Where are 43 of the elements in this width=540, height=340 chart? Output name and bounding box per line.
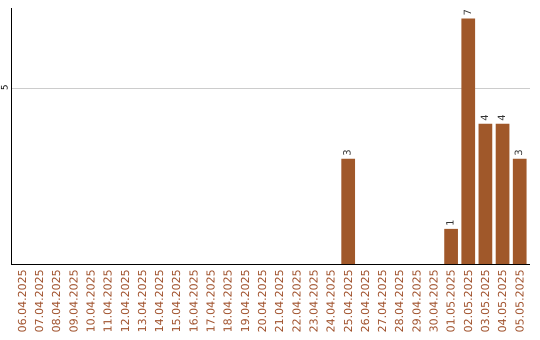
x-tick-label: 15.04.2025 [170,269,184,332]
x-tick-label: 12.04.2025 [118,269,132,332]
x-tick-label: 29.04.2025 [410,269,424,332]
data-label: 7 [462,9,474,16]
x-tick-label: 06.04.2025 [16,269,29,332]
x-tick-label: 09.04.2025 [67,269,80,332]
x-tick-label: 23.04.2025 [307,269,320,332]
x-tick-label: 10.04.2025 [84,269,98,332]
x-tick-label: 02.05.2025 [462,269,475,332]
bar [478,124,492,264]
x-tick-label: 19.04.2025 [238,269,252,332]
bar [461,18,476,264]
x-tick-label: 04.05.2025 [496,269,510,332]
x-tick-label: 26.04.2025 [358,269,372,332]
data-label: 4 [480,114,491,121]
data-label: 1 [446,220,457,226]
data-label: 3 [514,149,526,156]
data-label: 3 [342,149,354,156]
x-tick-label: 17.04.2025 [204,269,218,332]
x-tick-label: 22.04.2025 [290,269,304,332]
bar [341,158,356,264]
x-tick-label: 25.04.2025 [342,269,355,332]
x-tick-label: 07.04.2025 [33,269,46,332]
x-tick-label: 11.04.2025 [102,269,115,332]
x-tick-label: 21.04.2025 [273,269,286,332]
x-tick-label: 20.04.2025 [256,269,269,332]
x-tick-label: 16.04.2025 [187,269,200,332]
x-tick-label: 24.04.2025 [324,269,338,332]
x-tick-label: 03.05.2025 [478,269,492,332]
x-tick-label: 14.04.2025 [153,269,166,332]
x-tick-label: 27.04.2025 [376,269,390,332]
data-label: 4 [497,114,508,121]
bar [496,124,510,264]
x-tick-label: 13.04.2025 [136,269,149,332]
x-tick-label: 05.05.2025 [513,269,526,332]
x-tick-label: 01.05.2025 [444,269,458,332]
x-tick-label: 28.04.2025 [393,269,406,332]
bar [444,228,458,264]
x-tick-label: 30.04.2025 [428,269,441,332]
y-tick-label: 5 [0,84,10,90]
bar [512,158,527,264]
x-tick-label: 18.04.2025 [222,269,235,332]
x-tick-label: 08.04.2025 [50,269,64,332]
